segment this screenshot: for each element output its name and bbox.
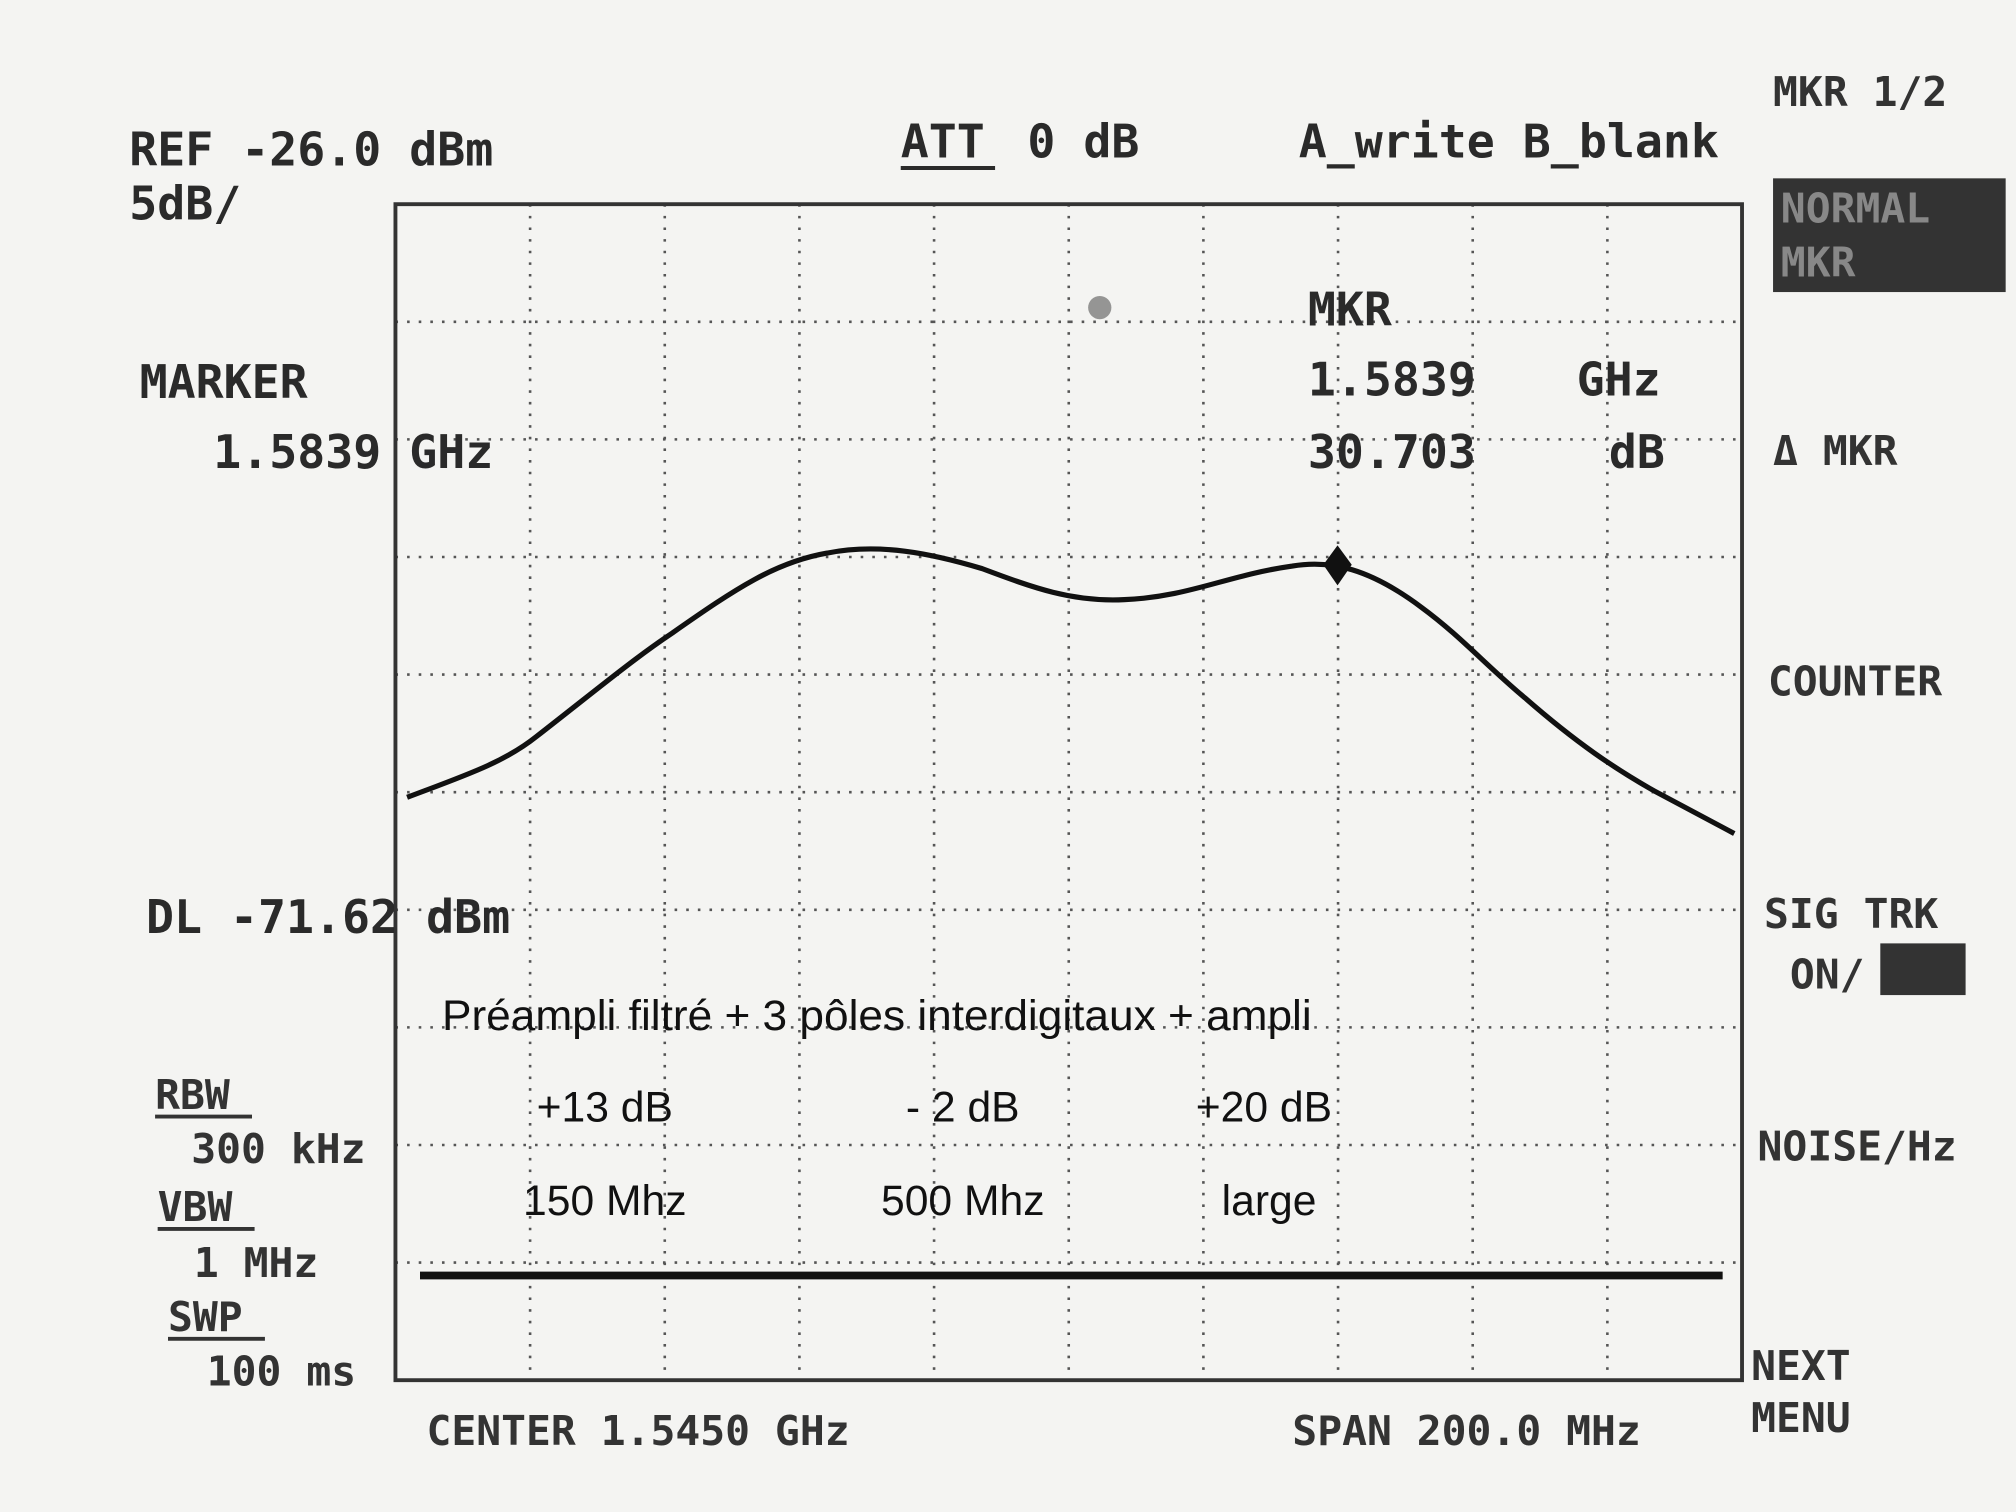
display-line-level: DL -71.62 dBm [146,890,510,944]
marker-frequency: 1.5839 GHz [213,425,493,479]
graticule-frame [393,202,1744,1383]
readout-label: MKR [1308,283,1392,337]
scale: 5dB/ [129,177,241,231]
marker-label: MARKER [140,355,308,409]
readout-level: 30.703 [1308,425,1476,479]
stage-gain: +20 dB [1196,1084,1332,1132]
softkey[interactable]: MENU [1751,1394,1851,1442]
setting-value: 1 MHz [194,1239,318,1287]
readout-frequency: 1.5839 [1308,352,1476,406]
softkey[interactable]: NEXT [1751,1342,1851,1390]
stage-bandwidth: large [1222,1177,1317,1225]
stage-bandwidth: 150 Mhz [523,1177,686,1225]
stage-bandwidth: 500 Mhz [881,1177,1044,1225]
softkey[interactable]: NOISE/Hz [1758,1122,1957,1170]
stage-gain: - 2 dB [906,1084,1020,1132]
marker-point [1323,545,1352,586]
setting-label: VBW [158,1183,233,1231]
span: SPAN 200.0 MHz [1292,1407,1640,1455]
trace [406,546,1736,836]
readout-level-unit: dB [1609,425,1665,479]
softkey[interactable]: SIG TRK [1764,890,1938,938]
attenuation-value: 0 dB [1027,115,1139,169]
center-frequency: CENTER 1.5450 GHz [426,1407,849,1455]
readout-frequency-unit: GHz [1577,352,1661,406]
softkey[interactable]: Δ MKR [1773,427,1898,475]
ref-level: REF -26.0 dBm [129,122,493,176]
softkey[interactable]: MKR 1/2 [1773,68,1947,116]
softkey[interactable]: ON/ [1790,951,1865,999]
setting-value: 300 kHz [191,1125,365,1173]
screen-spot [1088,295,1112,320]
softkey[interactable]: NORMAL [1781,184,1930,232]
annotation-title: Préampli filtré + 3 pôles interdigitaux … [442,992,1312,1040]
softkey-highlight [1880,943,1966,996]
softkey-highlight [1773,178,2006,293]
stage-gain: +13 dB [537,1084,673,1132]
setting-label: RBW [155,1071,230,1119]
softkey[interactable]: MKR [1781,239,1856,287]
softkey[interactable]: COUNTER [1768,657,1942,705]
trace-mode: A_write B_blank [1299,115,1719,169]
setting-label: SWP [168,1293,243,1341]
setting-value: 100 ms [207,1347,356,1395]
attenuation-label: ATT [901,115,985,169]
